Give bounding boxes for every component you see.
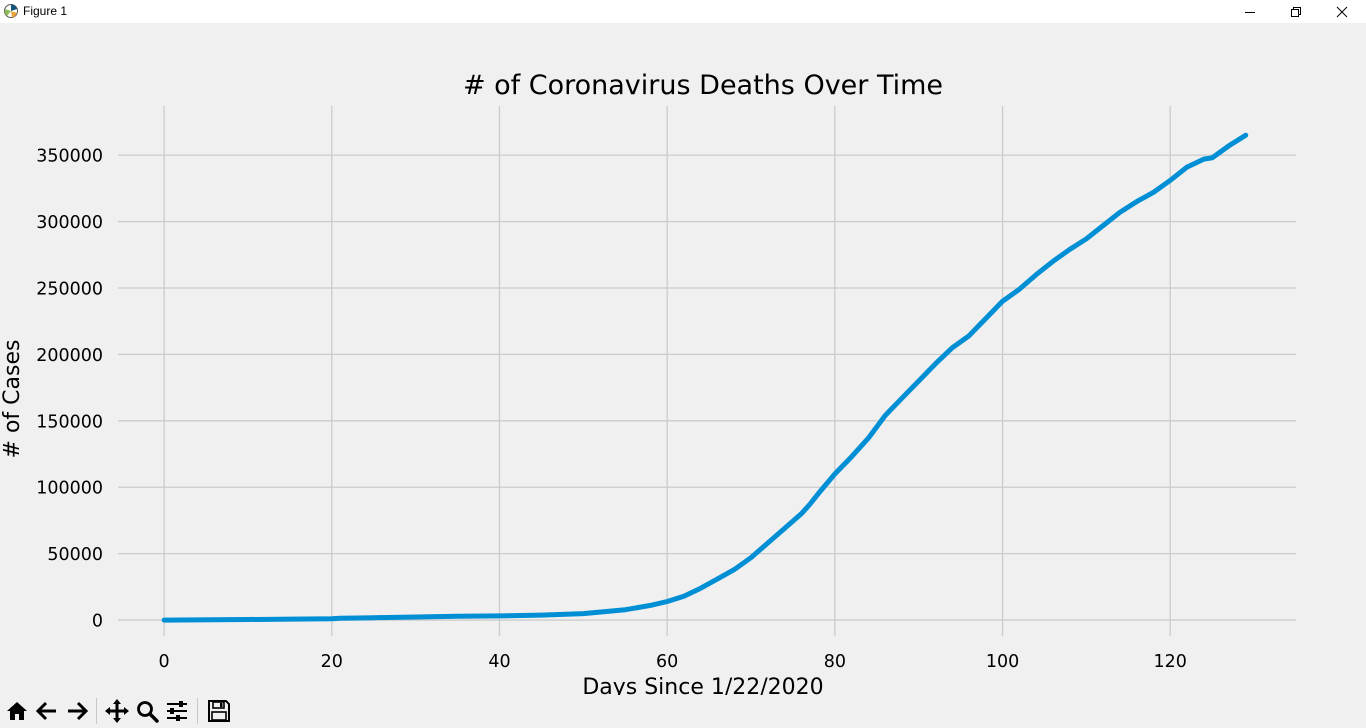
x-axis-label: Days Since 1/22/2020 (582, 675, 823, 695)
forward-button[interactable] (62, 696, 92, 726)
restore-icon (1291, 6, 1301, 17)
y-tick-label: 300000 (36, 213, 103, 233)
zoom-button[interactable] (132, 696, 162, 726)
series-line (161, 132, 1249, 623)
configure-subplots-icon (167, 701, 187, 721)
y-tick-label: 200000 (36, 346, 103, 366)
x-axis-ticks: 0 20 40 60 80 100 120 (159, 652, 1187, 672)
toolbar-separator (96, 698, 97, 724)
back-arrow-icon (35, 701, 56, 721)
line-chart: 0 20 40 60 80 100 120 0 50000 100000 150000 200000… (0, 70, 1296, 700)
home-button[interactable] (2, 696, 32, 726)
x-tick-label: 80 (824, 652, 846, 672)
navigation-toolbar (0, 695, 1366, 728)
x-tick-label: 40 (488, 652, 510, 672)
grid-lines (118, 106, 1296, 636)
back-button[interactable] (32, 696, 62, 726)
y-tick-label: 50000 (47, 545, 103, 565)
y-tick-label: 150000 (36, 412, 103, 432)
pan-icon (105, 699, 129, 723)
home-icon (7, 702, 27, 720)
close-button[interactable] (1319, 0, 1365, 23)
y-tick-label: 350000 (36, 147, 103, 167)
x-tick-label: 20 (321, 652, 343, 672)
save-icon (208, 700, 230, 722)
y-axis-ticks: 0 50000 100000 150000 200000 250000 300000 3500… (36, 147, 103, 632)
y-tick-label: 250000 (36, 279, 103, 299)
minimize-icon (1245, 11, 1255, 13)
y-tick-label: 0 (92, 612, 103, 632)
chart-title: # of Coronavirus Deaths Over Time (463, 70, 943, 101)
pan-button[interactable] (102, 696, 132, 726)
maximize-button[interactable] (1273, 0, 1319, 23)
forward-arrow-icon (68, 701, 89, 721)
window-title-bar: Figure 1 (0, 0, 1366, 23)
y-tick-label: 100000 (36, 479, 103, 499)
x-tick-label: 120 (1154, 652, 1187, 672)
zoom-icon (137, 701, 159, 723)
configure-subplots-button[interactable] (162, 696, 192, 726)
x-tick-label: 100 (986, 652, 1019, 672)
x-tick-label: 60 (656, 652, 678, 672)
save-button[interactable] (204, 696, 234, 726)
y-axis-label: # of Cases (0, 340, 25, 459)
window-title: Figure 1 (23, 4, 68, 18)
matplotlib-icon (4, 4, 18, 18)
toolbar-separator (197, 698, 198, 724)
close-icon (1336, 6, 1348, 17)
minimize-button[interactable] (1227, 0, 1273, 23)
x-tick-label: 0 (159, 652, 170, 672)
figure-canvas[interactable]: 0 20 40 60 80 100 120 0 50000 100000 150000 200000… (0, 23, 1366, 700)
